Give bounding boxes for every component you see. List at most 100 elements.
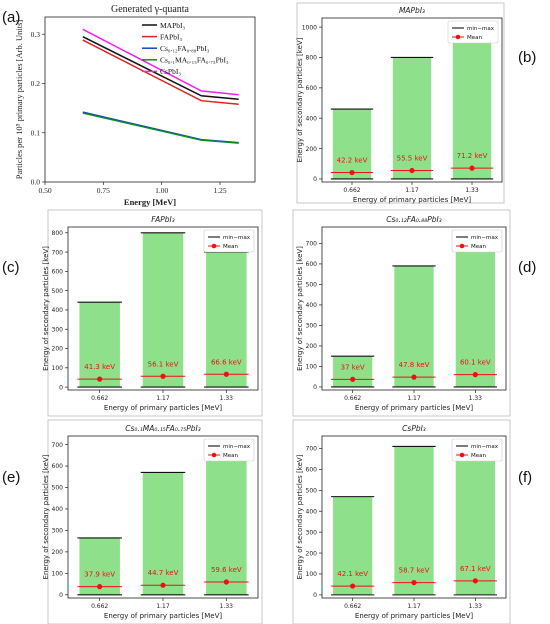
y-tick-label: 400 (52, 307, 64, 314)
x-tick-label: 1.33 (220, 603, 234, 610)
x-tick-label: 0.662 (91, 603, 108, 610)
legend-entry: Mean (471, 244, 486, 250)
x-tick-label: 0.50 (38, 186, 51, 195)
mean-value-label: 58.7 keV (399, 567, 430, 575)
y-tick-label: 600 (306, 85, 318, 92)
range-bar (206, 252, 247, 388)
y-tick-label: 300 (306, 529, 318, 536)
mean-value-label: 66.6 keV (211, 358, 242, 366)
y-tick-label: 300 (52, 326, 64, 333)
panel-frame-c (47, 209, 263, 417)
y-tick-label: 800 (52, 230, 64, 237)
y-tick-label: 0.2 (31, 79, 41, 88)
mean-value-label: 47.8 keV (399, 361, 430, 369)
mean-marker (472, 372, 478, 378)
panel-label-d: (d) (518, 259, 536, 276)
panel-frames (47, 2, 511, 624)
chart-title: Cs₀.₁₂FA₀.₈₈PbI₃ (386, 215, 441, 224)
y-tick-label: 400 (52, 506, 64, 513)
y-axis-label: Energy of secondary particles [keV] (296, 246, 304, 371)
legend-entry: MAPbI₃ (160, 21, 186, 30)
x-tick-label: 0.662 (344, 603, 361, 610)
mean-marker (160, 373, 166, 379)
mean-value-label: 37 keV (341, 363, 365, 371)
y-tick-label: 100 (306, 571, 318, 578)
range-bar (394, 446, 434, 595)
mean-marker (411, 579, 417, 586)
y-tick-label: 700 (52, 442, 64, 449)
y-tick-label: 0.1 (31, 128, 41, 137)
y-tick-label: 400 (306, 508, 318, 515)
legend-entry: Cs₀.₁MA₀.₁₅FA₀.₇₅PbI₃ (160, 56, 229, 65)
range-bar (206, 441, 247, 595)
y-tick-label: 600 (306, 467, 318, 474)
y-tick-label: 100 (52, 365, 64, 372)
x-tick-label: 1.33 (469, 395, 483, 402)
legend-marker-mean (455, 34, 461, 40)
legend-marker-mean (211, 243, 217, 249)
y-tick-label: 0 (59, 384, 63, 391)
mean-marker (223, 371, 229, 377)
legend-entry: min−max (223, 235, 251, 241)
legend-marker-mean (459, 452, 465, 458)
y-tick-label: 600 (306, 261, 318, 268)
y-tick-label: 600 (52, 463, 64, 470)
legend-entry: Mean (471, 453, 486, 459)
y-tick-label: 800 (306, 55, 318, 62)
range-bar (455, 441, 495, 595)
x-tick-label: 1.25 (213, 186, 226, 195)
x-axis-label: Energy of primary particles [MeV] (353, 196, 471, 204)
chart-title: CsPbI₃ (402, 424, 426, 433)
legend-entry: Mean (223, 453, 238, 459)
y-tick-label: 1000 (302, 24, 317, 31)
x-tick-label: 1.17 (156, 603, 170, 610)
y-tick-label: 600 (52, 269, 64, 276)
y-tick-label: 200 (306, 343, 318, 350)
y-tick-label: 500 (52, 288, 64, 295)
legend-marker-mean (459, 243, 465, 249)
legend-entry: FAPbI₃ (160, 32, 182, 41)
mean-marker (349, 169, 355, 176)
y-tick-label: 500 (52, 485, 64, 492)
chart-title: Generated γ-quanta (111, 4, 190, 15)
y-tick-label: 0 (313, 176, 317, 183)
mean-value-label: 37.9 keV (84, 571, 115, 579)
x-tick-label: 0.75 (97, 186, 110, 195)
x-tick-label: 1.17 (407, 395, 421, 402)
chart-fapbi3: FAPbI₃ 41.3 keV 56.1 keV 66.6 keV 0.662 1.17 1… (42, 215, 259, 412)
chart-cs012fa088pbi3: Cs₀.₁₂FA₀.₈₈PbI₃ 37 keV 47.8 keV 60.1 keV 0.… (296, 215, 507, 412)
chart-generated-quanta: Generated γ-quanta 0.50 0.75 1.00 1.25 0.0 0.1… (14, 4, 256, 207)
panel-frame-b (296, 2, 505, 204)
y-tick-label: 200 (52, 346, 64, 353)
mean-value-label: 42.2 keV (337, 157, 368, 165)
mean-marker (411, 374, 417, 380)
x-axis-label: Energy of primary particles [MeV] (355, 612, 473, 620)
legend-entry: min−max (471, 235, 499, 241)
x-tick-label: 0.662 (91, 395, 108, 402)
mean-marker (409, 167, 415, 174)
y-axis-label: Energy of secondary particles [keV] (42, 454, 50, 579)
chart-cs01ma015fa075pbi3: Cs₀.₁MA₀.₁₅FA₀.₇₅PbI₃ 37.9 keV 44.7 keV 59.… (42, 424, 259, 620)
range-bar (394, 265, 434, 387)
y-tick-label: 200 (306, 550, 318, 557)
y-tick-label: 100 (306, 364, 318, 371)
mean-value-label: 56.1 keV (148, 360, 179, 368)
legend-marker-mean (211, 452, 217, 458)
range-bar (142, 472, 184, 595)
x-tick-label: 1.33 (465, 187, 479, 194)
y-axis-label: Energy of secondary particles [keV] (296, 454, 304, 579)
x-tick-label: 0.662 (343, 187, 360, 194)
panel-frame-d (292, 209, 511, 417)
y-tick-label: 200 (306, 146, 318, 153)
legend-entry: min−max (467, 26, 495, 32)
series-line (82, 28, 239, 96)
mean-value-label: 60.1 keV (460, 359, 491, 367)
x-axis-label: Energy [MeV] (124, 197, 176, 207)
legend-entry: min−max (223, 444, 251, 450)
y-tick-label: 200 (52, 549, 64, 556)
chart-title: MAPbI₃ (399, 6, 425, 15)
panel-label-b: (b) (518, 49, 536, 66)
x-tick-label: 1.17 (407, 603, 421, 610)
y-axis-label: Energy of secondary particles [keV] (42, 246, 50, 371)
